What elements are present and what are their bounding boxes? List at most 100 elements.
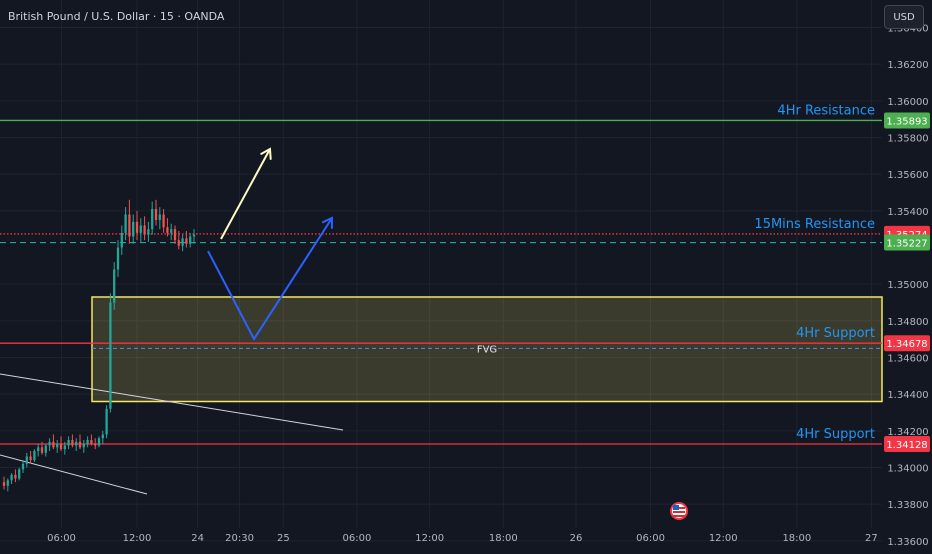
price-tick-label: 1.34000: [887, 464, 928, 475]
candle-body: [185, 238, 188, 244]
candle-body: [40, 447, 44, 453]
price-tick-label: 1.33600: [887, 537, 928, 548]
candle-body: [78, 441, 82, 448]
price-badge-bg: [884, 234, 930, 251]
candle-body: [139, 225, 142, 233]
price-tick-label: 1.36000: [887, 97, 928, 108]
level-label: 4Hr Support: [796, 326, 875, 341]
candle-body: [90, 440, 93, 444]
fvg-zone[interactable]: FVG: [91, 296, 883, 403]
price-badge-label: 1.35227: [886, 239, 927, 250]
candle-body: [128, 214, 131, 237]
price-badge-label: 1.35893: [886, 116, 927, 127]
price-badge-bg: [884, 436, 930, 453]
candle-body: [132, 221, 135, 237]
pullback-arrow-head: [321, 216, 334, 229]
price-tick-label: 1.36400: [887, 24, 928, 35]
candle-body: [48, 441, 51, 446]
time-tick-label: 24: [191, 533, 204, 544]
candle-body: [10, 474, 13, 481]
level-label: 4Hr Support: [796, 427, 875, 442]
trend-line-upper: [0, 373, 344, 431]
candle-body: [173, 229, 177, 241]
candle-body: [147, 229, 150, 235]
candle-body: [63, 445, 66, 450]
candle-body: [162, 214, 165, 228]
level-lines[interactable]: 4Hr Resistance 15Mins Resistance 4Hr Suppo…: [0, 103, 882, 445]
price-badge-bg: [884, 335, 930, 352]
candle-body: [154, 209, 158, 220]
trend-line-lower: [0, 454, 148, 495]
candle-body: [2, 482, 6, 486]
candle-body: [6, 480, 9, 486]
price-tick-label: 1.35400: [887, 207, 928, 218]
time-tick-label: 12:00: [123, 533, 152, 544]
candle-body: [29, 456, 32, 461]
bullish-arrow-line: [220, 148, 271, 240]
candle-body: [192, 234, 196, 237]
time-tick-label: 20:30: [225, 533, 254, 544]
candle-body: [67, 440, 70, 446]
candle-body: [86, 440, 89, 444]
candle-body: [181, 238, 184, 246]
candle-body: [33, 451, 36, 461]
pullback-arrow-line: [207, 217, 333, 341]
time-tick-label: 12:00: [709, 533, 738, 544]
fvg-box: [91, 296, 883, 403]
price-tick-label: 1.34400: [887, 390, 928, 401]
candle-body: [97, 438, 101, 446]
time-tick-label: 27: [865, 533, 878, 544]
candle-body: [101, 434, 104, 439]
flag-stripe: [673, 515, 685, 517]
candle-body: [44, 445, 47, 453]
candle-body: [52, 441, 55, 448]
time-tick-label: 26: [570, 533, 583, 544]
trend-lines[interactable]: [0, 373, 344, 495]
candle-body: [109, 302, 112, 409]
bullish-arrow-head: [260, 147, 272, 160]
candles: [2, 199, 196, 492]
candle-body: [124, 214, 127, 233]
flag-stripe: [673, 511, 685, 513]
candle-body: [151, 209, 154, 230]
candle-body: [120, 232, 123, 248]
candle-body: [135, 221, 139, 233]
candle-body: [177, 240, 180, 246]
candle-body: [56, 443, 59, 448]
flag-canton: [673, 505, 679, 510]
price-tick-label: 1.36200: [887, 60, 928, 71]
time-tick-label: 12:00: [415, 533, 444, 544]
economic-event-icon: [670, 502, 688, 520]
price-badge-bg: [884, 112, 930, 129]
candle-body: [25, 456, 28, 464]
currency-button[interactable]: USD: [884, 5, 924, 29]
time-tick-label: 06:00: [343, 533, 372, 544]
price-tick-label: 1.35000: [887, 280, 928, 291]
candle-body: [166, 227, 169, 233]
price-axis[interactable]: 1.36400 1.36200 1.36000 1.35800 1.35600 1.354…: [887, 24, 928, 548]
price-tick-label: 1.35800: [887, 134, 928, 145]
candle-body: [82, 443, 85, 448]
time-tick-label: 18:00: [782, 533, 811, 544]
price-tick-label: 1.33800: [887, 500, 928, 511]
price-tick-label: 1.34800: [887, 317, 928, 328]
price-tick-label: 1.34200: [887, 427, 928, 438]
symbol-title: British Pound / U.S. Dollar · 15 · OANDA: [8, 10, 225, 23]
candle-body: [37, 447, 40, 451]
time-tick-label: 18:00: [489, 533, 518, 544]
time-tick-label: 25: [277, 533, 290, 544]
candle-body: [189, 236, 192, 244]
projection-arrows[interactable]: [207, 147, 334, 341]
price-badge-label: 1.34128: [886, 440, 927, 451]
candle-body: [158, 214, 161, 220]
time-axis[interactable]: 06:00 12:00 24 20:30 25 06:00 12:00 18:00 26 06:0…: [47, 502, 878, 544]
level-label: 4Hr Resistance: [777, 103, 875, 118]
candle-body: [113, 269, 116, 303]
candle-body: [105, 408, 108, 435]
candle-body: [170, 229, 173, 233]
